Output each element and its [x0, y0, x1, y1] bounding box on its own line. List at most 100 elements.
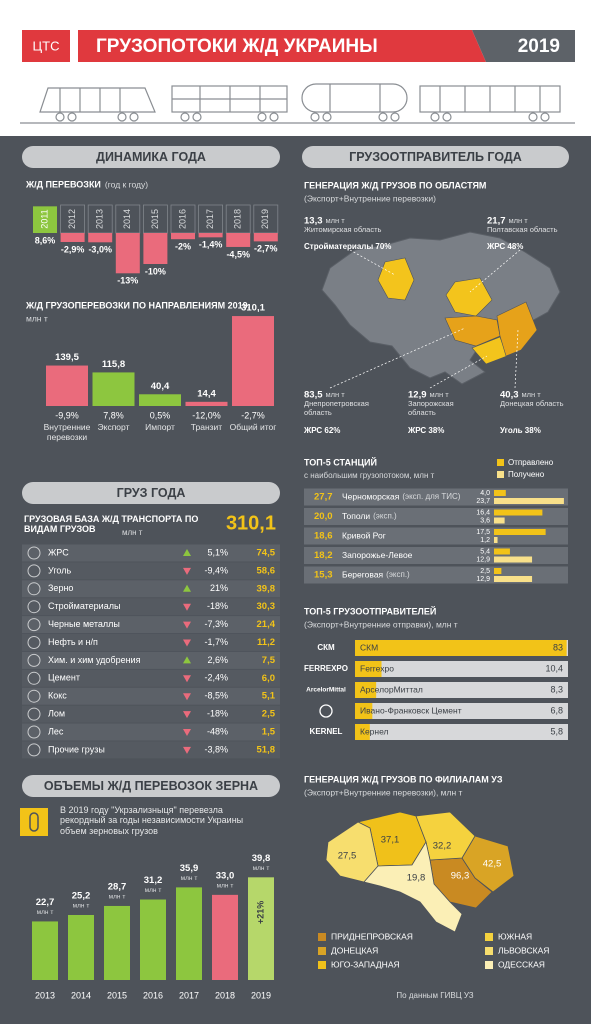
region-cargo: ЖРС 62% — [303, 426, 340, 435]
cargo-row — [22, 634, 280, 651]
cargo-icon — [27, 582, 41, 596]
grain-year: 2015 — [107, 990, 127, 1000]
grain-icon-inner — [29, 812, 39, 832]
grain-icon — [20, 808, 48, 836]
cargo-value: 51,8 — [257, 744, 276, 755]
direction-bar — [92, 372, 135, 406]
region-value: 12,9 — [408, 390, 427, 401]
station-total: 18,2 — [314, 550, 333, 561]
direction-category-box: Общий итог — [230, 423, 277, 432]
cargo-change: -18% — [207, 708, 228, 718]
grain-unit-label: млн т — [109, 894, 126, 901]
growth-bar — [253, 233, 278, 242]
grain-value-label: 39,8 — [252, 853, 271, 864]
shipper-row — [355, 682, 568, 698]
station-name: Тополи — [342, 511, 370, 521]
cargo-change: -18% — [207, 601, 228, 611]
cargo-row — [22, 741, 280, 759]
grain-value-label: 28,7 — [108, 881, 127, 892]
year-label: 2019 — [260, 209, 270, 229]
station-received-bar — [494, 556, 533, 563]
chart-title: ТОП-5 ГРУЗООТПРАВИТЕЛЕЙ — [304, 605, 436, 616]
year-label: 2016 — [177, 209, 187, 229]
growth-value-label: -2,7% — [254, 244, 278, 254]
region-unit: млн т — [430, 390, 450, 399]
growth-value-label: -10% — [145, 266, 166, 276]
region-value: 83,5 — [304, 390, 323, 401]
cargo-row — [22, 723, 280, 741]
cargo-change: 21% — [210, 583, 228, 593]
direction-bar — [139, 394, 181, 406]
year-label: 2013 — [95, 209, 105, 229]
chart-title: ГЕНЕРАЦИЯ Ж/Д ГРУЗОВ ПО ОБЛАСТЯМ — [304, 180, 486, 190]
grain-unit-label: млн т — [145, 887, 162, 894]
section-heading-pill — [22, 146, 280, 168]
station-total: 15,3 — [314, 570, 333, 581]
shipper-name: Кернел — [360, 726, 389, 736]
cargo-change: -48% — [207, 726, 228, 736]
shipper-logo: KERNEL — [310, 727, 343, 736]
shipper-value: 5,8 — [550, 726, 563, 736]
region-name: Полтавская область — [487, 226, 558, 234]
grain-value-label: 35,9 — [180, 863, 199, 874]
station-total: 27,7 — [314, 492, 333, 503]
page-year: 2019 — [518, 36, 560, 57]
region-cargo: Стройматериалы 70% — [304, 242, 391, 251]
direction-value-label: 40,4 — [151, 381, 170, 392]
direction-bar — [46, 365, 88, 406]
cargo-icon — [27, 618, 41, 632]
station-received-bar — [494, 576, 533, 582]
shipper-bar — [355, 682, 377, 698]
change-arrow — [183, 675, 191, 683]
branch-value: 37,1 — [381, 835, 400, 846]
direction-change-label: -9,9% — [55, 410, 79, 420]
legend-label: ЮГО-ЗАПАДНАЯ — [331, 959, 400, 969]
station-name: Черноморская — [342, 491, 400, 501]
cargo-change: 5,1% — [207, 547, 228, 557]
leader-line — [514, 329, 519, 389]
grain-bar — [104, 905, 130, 980]
region-name: Днепропетровская область — [304, 400, 369, 417]
station-shipped-bar — [494, 548, 510, 555]
station-shipped-bar — [494, 529, 546, 535]
cargo-unit: млн т — [122, 528, 143, 537]
chart-subtitle: с наибольшим грузопотоком, млн т — [304, 471, 435, 480]
region-unit: млн т — [326, 390, 346, 399]
legend-swatch — [318, 961, 326, 969]
grain-year: 2013 — [35, 990, 55, 1000]
header-background — [0, 0, 591, 136]
leader-line — [329, 327, 466, 389]
growth-bar — [33, 206, 57, 233]
region-cargo: ЖРС 38% — [407, 426, 444, 435]
section-heading: ОБЪЕМЫ Ж/Д ПЕРЕВОЗОК ЗЕРНА — [44, 779, 258, 793]
cargo-icon — [27, 707, 41, 721]
cargo-value: 1,5 — [262, 727, 276, 738]
year-label: 2015 — [150, 209, 160, 229]
chart-subtitle: (Экспорт+Внутренние перевозки) — [304, 193, 436, 203]
station-name: Кривой Рог — [342, 530, 386, 540]
legend-swatch — [485, 947, 493, 955]
region-name-box: Днепропетровская область — [304, 400, 369, 417]
shipper-value: 83 — [553, 642, 563, 652]
station-received-label: 3,6 — [480, 517, 490, 524]
cargo-value: 39,8 — [257, 583, 276, 594]
cargo-icon — [27, 564, 41, 578]
station-received-label: 12,9 — [476, 576, 490, 583]
branch-region — [363, 840, 463, 933]
section-heading-pill — [302, 146, 569, 168]
station-note: (эксп. для ТИС) — [402, 492, 460, 501]
cargo-icon — [27, 743, 41, 757]
cargo-value: 5,1 — [262, 691, 276, 702]
chart-title: Ж/Д ГРУЗОПЕРЕВОЗКИ ПО НАПРАВЛЕНИЯМ 2019, — [25, 300, 250, 310]
grain-annotation: +21% — [255, 901, 265, 924]
growth-value-label: -4,5% — [226, 249, 250, 259]
station-received-label: 23,7 — [476, 498, 490, 505]
cargo-change: -7,3% — [204, 619, 228, 629]
station-name: Запорожье-Левое — [342, 550, 413, 560]
shipper-value: 8,3 — [550, 684, 563, 694]
direction-category-box: Транзит — [191, 423, 222, 432]
grain-unit-label: млн т — [181, 875, 198, 882]
station-shipped-label: 17,5 — [476, 529, 490, 536]
